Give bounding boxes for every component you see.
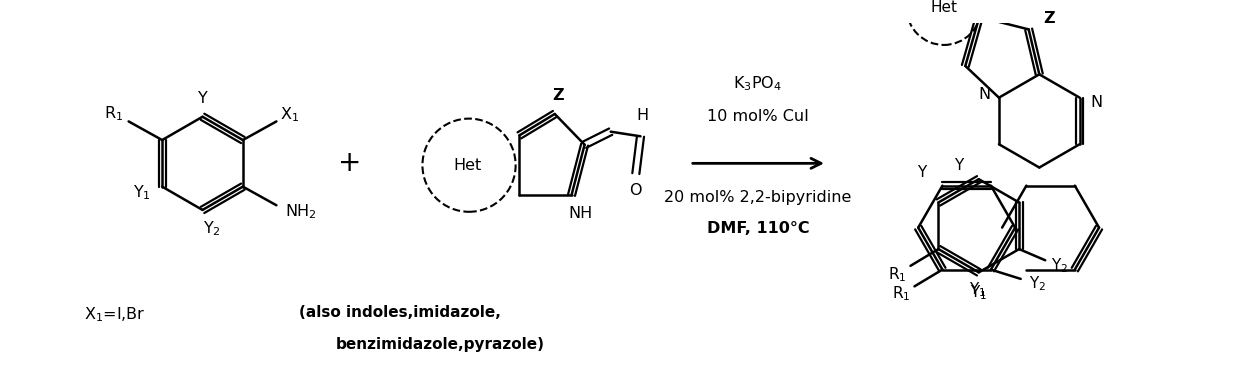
Text: Z: Z — [553, 88, 564, 103]
Text: 10 mol% CuI: 10 mol% CuI — [707, 109, 808, 124]
Text: X$_1$: X$_1$ — [280, 106, 299, 124]
Text: K$_3$PO$_4$: K$_3$PO$_4$ — [733, 74, 782, 93]
Text: R$_1$: R$_1$ — [888, 265, 906, 283]
Text: R$_1$: R$_1$ — [104, 104, 123, 123]
Text: X$_1$=I,Br: X$_1$=I,Br — [84, 305, 146, 324]
Text: DMF, 110°C: DMF, 110°C — [707, 221, 810, 236]
Text: benzimidazole,pyrazole): benzimidazole,pyrazole) — [336, 336, 544, 352]
Text: 20 mol% 2,2-bipyridine: 20 mol% 2,2-bipyridine — [665, 190, 852, 205]
Text: Z: Z — [1043, 11, 1055, 26]
Text: Y$_2$: Y$_2$ — [203, 219, 221, 238]
Text: Het: Het — [930, 0, 957, 15]
Text: Het: Het — [453, 158, 481, 173]
Text: Y$_2$: Y$_2$ — [1050, 257, 1068, 275]
Text: NH$_2$: NH$_2$ — [285, 203, 316, 221]
Text: Y: Y — [197, 91, 207, 106]
Text: Y$_1$: Y$_1$ — [133, 183, 150, 201]
Text: N: N — [978, 87, 990, 102]
Text: O: O — [629, 183, 641, 198]
Text: (also indoles,imidazole,: (also indoles,imidazole, — [299, 305, 501, 320]
Text: Y$_1$: Y$_1$ — [970, 281, 987, 300]
Text: Y: Y — [954, 158, 963, 173]
Text: H: H — [636, 108, 649, 123]
Text: Y$_1$: Y$_1$ — [970, 283, 987, 302]
Text: Y: Y — [918, 165, 926, 180]
Text: Y$_2$: Y$_2$ — [1029, 274, 1047, 293]
Text: +: + — [339, 149, 361, 177]
Text: NH: NH — [569, 206, 593, 221]
Text: R$_1$: R$_1$ — [893, 285, 910, 303]
Text: N: N — [1090, 95, 1102, 110]
